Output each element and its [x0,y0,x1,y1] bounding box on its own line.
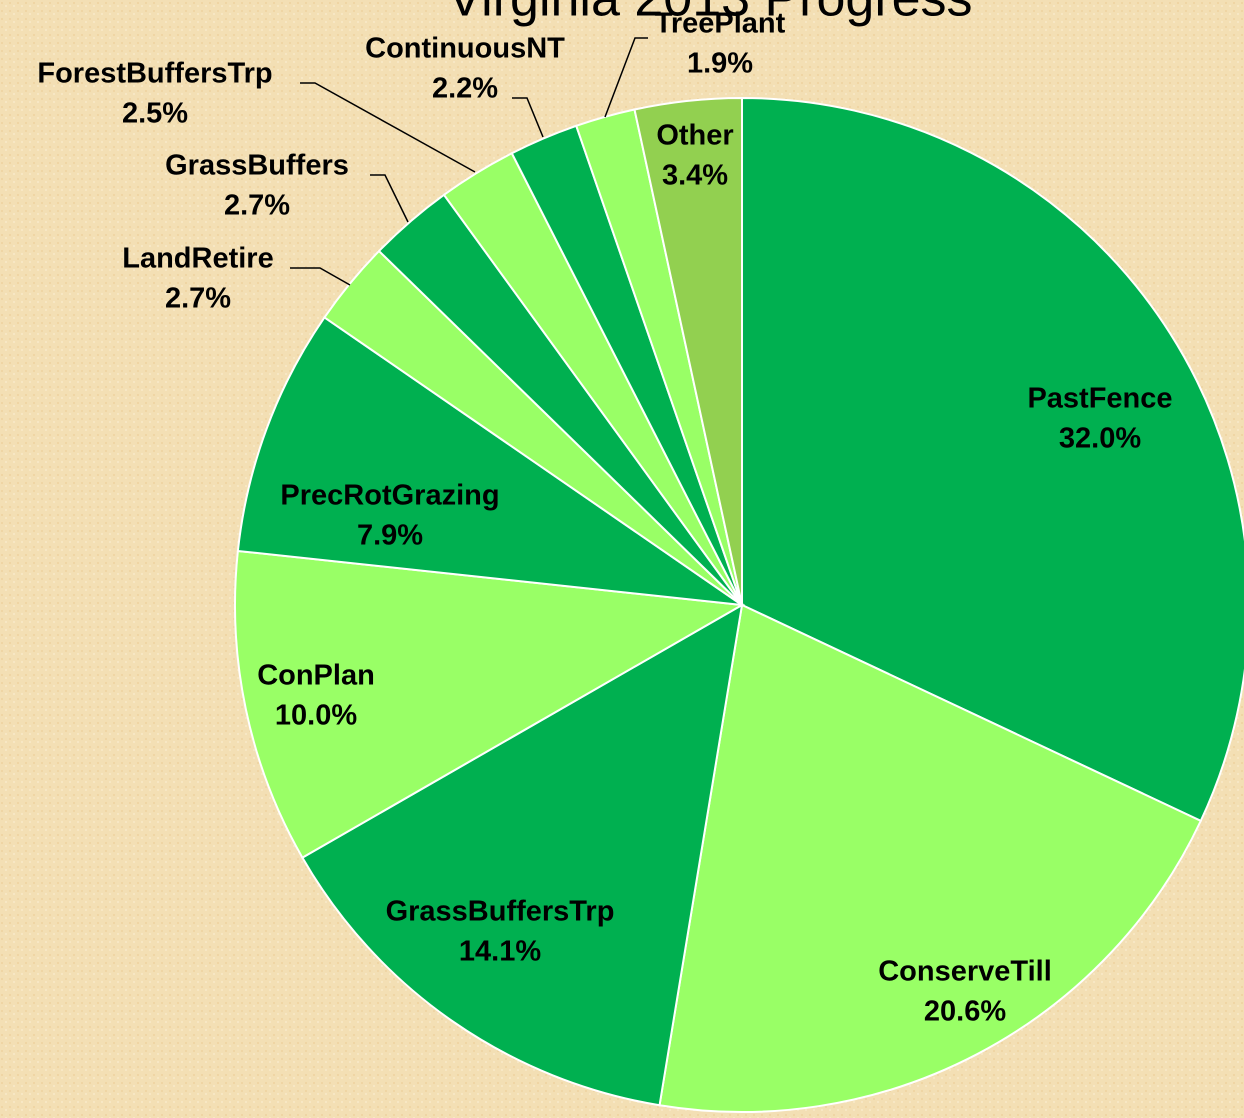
slice-label: TreePlant [655,8,786,40]
pie-slice [658,603,1203,1113]
leader-line [370,174,409,223]
slice-value-label: 1.9% [687,48,753,80]
slice-label: ConserveTill [878,956,1052,988]
slice-value-label: 2.7% [224,190,290,222]
slice-value-label: 2.2% [432,73,498,105]
slice-label: PastFence [1027,383,1172,415]
pie-slice [236,316,743,606]
leader-line [290,267,351,286]
slice-label: LandRetire [122,243,273,275]
slice-value-label: 32.0% [1059,423,1141,455]
leader-line [604,37,648,118]
slice-label: Other [656,120,733,152]
slice-label: PrecRotGrazing [280,480,499,512]
pie-slice [234,549,746,859]
slice-value-label: 2.7% [165,283,231,315]
leader-line [512,97,544,138]
slice-label: GrassBuffers [165,150,349,182]
slice-value-label: 7.9% [357,520,423,552]
pie-slice [301,603,744,1107]
slice-value-label: 2.5% [122,98,188,130]
slice-value-label: 3.4% [662,160,728,192]
slice-value-label: 10.0% [275,700,357,732]
chart-title: Virginia 2013 Progress [447,0,972,28]
slice-label: ForestBuffersTrp [37,58,272,90]
slice-label: GrassBuffersTrp [386,896,615,928]
pie-slice [633,96,743,606]
slice-label: ConPlan [257,660,375,692]
pie-slice [741,96,1244,823]
leader-line [300,82,476,173]
slice-label: ContinuousNT [365,33,565,65]
slice-value-label: 20.6% [924,996,1006,1028]
slice-value-label: 14.1% [459,936,541,968]
